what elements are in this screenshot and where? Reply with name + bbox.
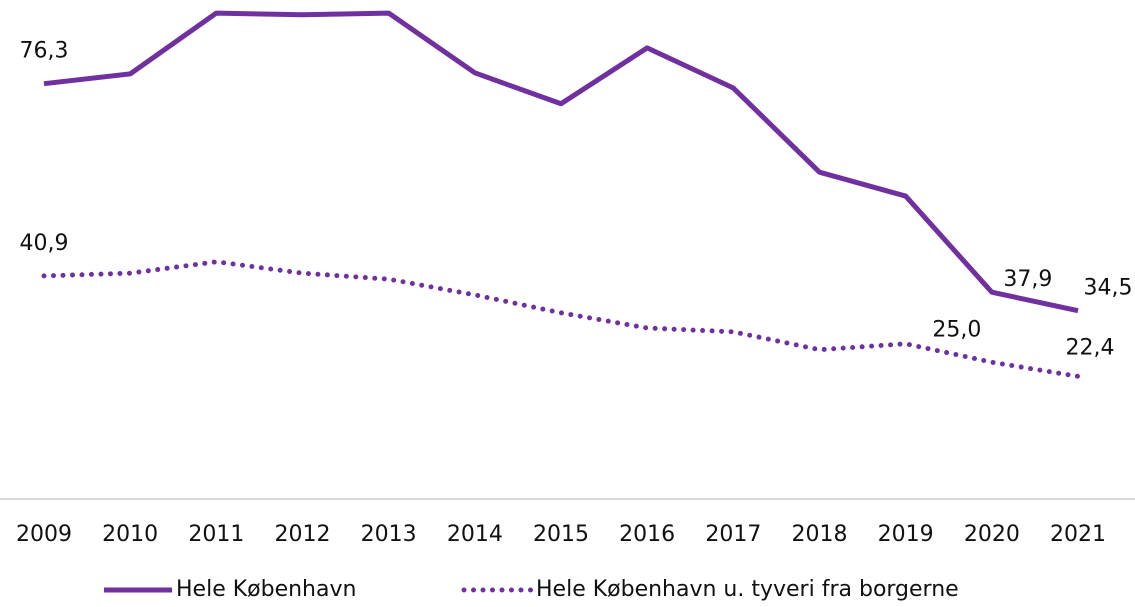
data-label: 76,3 — [20, 39, 69, 64]
data-label: 22,4 — [1066, 335, 1115, 360]
x-tick-label: 2011 — [188, 522, 244, 547]
x-tick-label: 2010 — [102, 522, 158, 547]
data-label: 25,0 — [932, 317, 981, 342]
x-tick-label: 2021 — [1050, 522, 1106, 547]
data-label: 34,5 — [1084, 276, 1133, 301]
series-line — [41, 259, 1081, 379]
x-tick-label: 2017 — [705, 522, 761, 547]
data-label: 37,9 — [1003, 267, 1052, 292]
x-tick-label: 2016 — [619, 522, 675, 547]
x-tick-label: 2015 — [533, 522, 589, 547]
data-label: 40,9 — [20, 231, 69, 256]
x-tick-label: 2014 — [447, 522, 503, 547]
x-tick-label: 2019 — [878, 522, 934, 547]
legend-label: Hele København — [176, 577, 356, 602]
x-tick-label: 2020 — [964, 522, 1020, 547]
legend-label: Hele København u. tyveri fra borgerne — [536, 577, 959, 602]
x-tick-label: 2013 — [361, 522, 417, 547]
x-tick-label: 2012 — [275, 522, 331, 547]
x-tick-label: 2009 — [16, 522, 72, 547]
series-line — [43, 10, 1079, 314]
x-tick-label: 2018 — [792, 522, 848, 547]
